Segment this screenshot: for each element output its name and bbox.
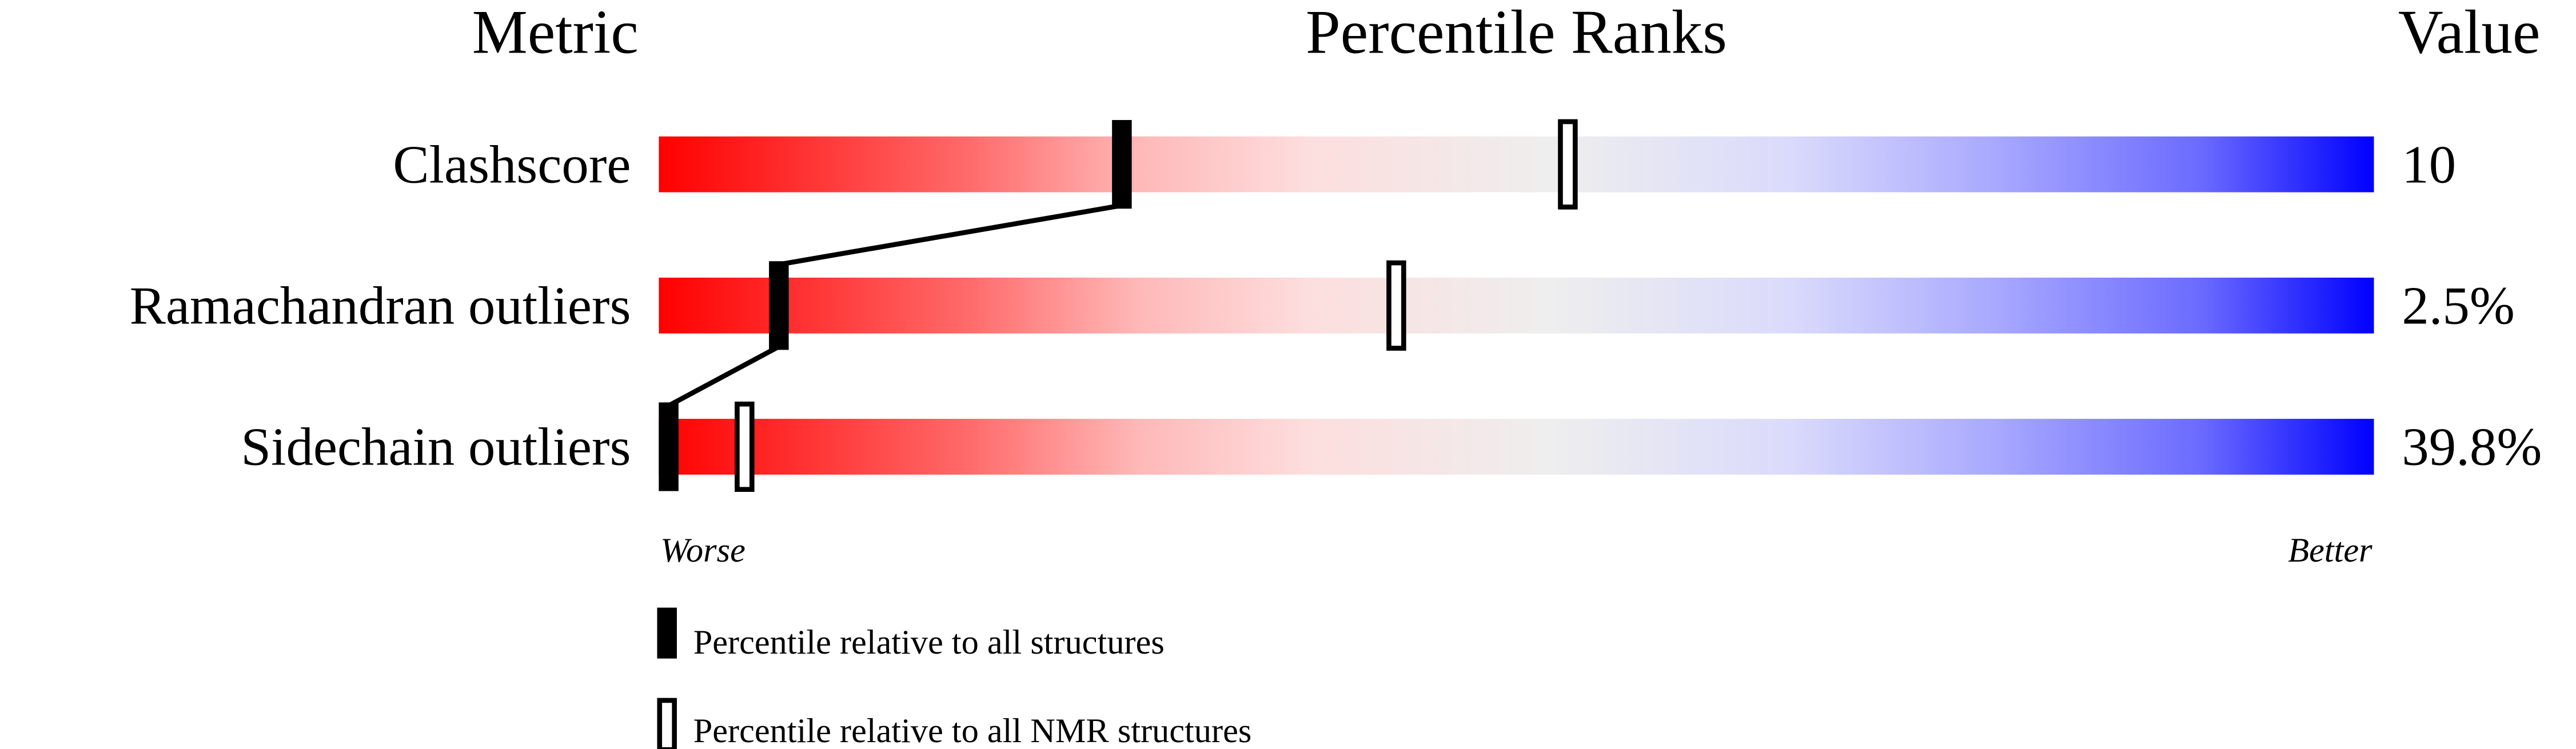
percentile-bar — [659, 277, 2374, 334]
legend-filled-marker — [657, 607, 677, 659]
percentile-bar — [659, 136, 2374, 193]
all-percentile-marker — [1112, 120, 1132, 209]
connector-line — [667, 344, 780, 408]
metric-header: Metric — [472, 0, 639, 66]
nmr-percentile-marker — [1558, 119, 1578, 210]
legend-nmr-structures: Percentile relative to all NMR structure… — [693, 712, 1252, 749]
value-header: Value — [2398, 0, 2541, 66]
worse-label: Worse — [660, 531, 745, 570]
nmr-percentile-marker — [1386, 260, 1406, 351]
metric-label: Clashscore — [393, 134, 631, 194]
all-percentile-marker — [659, 402, 679, 491]
percentile-ranks-header: Percentile Ranks — [1306, 0, 1727, 66]
connector-line — [778, 203, 1123, 267]
nmr-percentile-marker — [735, 401, 755, 492]
metric-value: 2.5% — [2402, 275, 2515, 335]
legend-open-marker — [657, 698, 677, 749]
metric-value: 39.8% — [2402, 416, 2542, 477]
legend-all-structures: Percentile relative to all structures — [693, 623, 1165, 662]
metric-value: 10 — [2402, 134, 2456, 194]
percentile-bar — [659, 419, 2374, 475]
metric-label: Ramachandran outliers — [130, 275, 631, 335]
all-percentile-marker — [769, 261, 789, 350]
metric-label: Sidechain outliers — [241, 416, 631, 477]
better-label: Better — [2288, 531, 2372, 570]
